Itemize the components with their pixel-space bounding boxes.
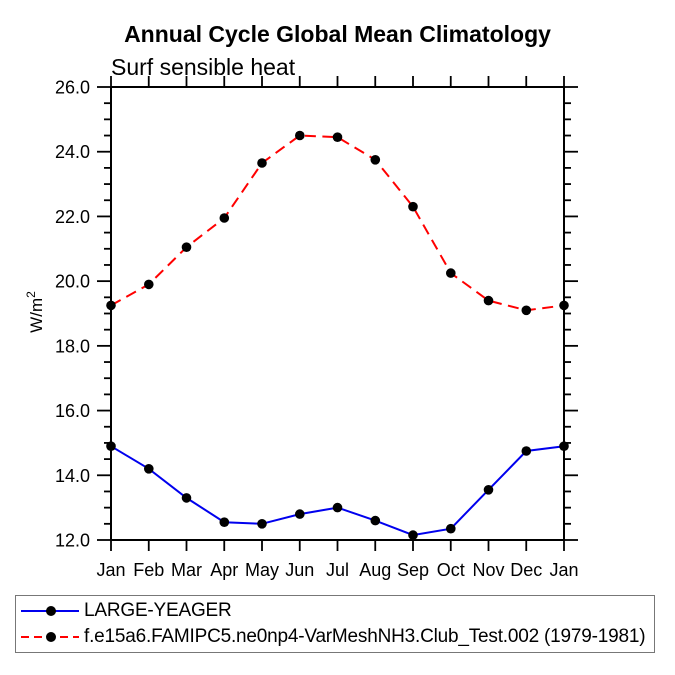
x-tick-label: Mar xyxy=(171,560,202,580)
data-point-1-9 xyxy=(446,268,456,278)
x-tick-label: Nov xyxy=(472,560,504,580)
x-tick-label: Oct xyxy=(437,560,465,580)
legend-item-famipc5: f.e15a6.FAMIPC5.ne0np4-VarMeshNH3.Club_T… xyxy=(21,624,654,650)
data-point-1-6 xyxy=(332,132,343,142)
x-tick-label: Feb xyxy=(133,560,164,580)
data-point-0-0 xyxy=(106,441,116,452)
legend-label: LARGE-YEAGER xyxy=(84,600,232,621)
data-point-0-6 xyxy=(332,502,343,513)
y-tick-label: 16.0 xyxy=(55,401,90,421)
data-point-0-9 xyxy=(446,523,456,534)
series-line-0 xyxy=(110,445,565,537)
x-tick-label: Jul xyxy=(326,560,349,580)
data-point-1-2 xyxy=(181,242,192,252)
legend-sample-marker xyxy=(46,632,56,642)
data-point-0-5 xyxy=(295,509,305,519)
data-point-1-1 xyxy=(144,279,154,290)
data-point-1-11 xyxy=(521,305,532,316)
data-point-0-1 xyxy=(144,464,154,474)
data-point-0-11 xyxy=(521,446,532,456)
legend-sample-marker xyxy=(46,606,56,616)
x-tick-label: Jan xyxy=(96,560,125,580)
data-point-1-5 xyxy=(295,130,305,141)
data-point-1-3 xyxy=(219,213,230,223)
x-tick-label: Aug xyxy=(359,560,391,580)
x-tick-label: Jun xyxy=(285,560,314,580)
data-point-0-3 xyxy=(219,517,230,527)
legend-line-sample-solid xyxy=(21,606,79,616)
data-point-0-8 xyxy=(408,530,418,540)
data-point-1-4 xyxy=(257,158,267,168)
legend-item-large-yeager: LARGE-YEAGER xyxy=(21,598,654,624)
y-tick-label: 18.0 xyxy=(55,336,90,356)
y-tick-label: 24.0 xyxy=(55,142,90,162)
y-axis-label: W/m2 xyxy=(24,291,46,333)
data-point-0-4 xyxy=(257,519,267,529)
x-tick-label: May xyxy=(245,560,279,580)
legend-label: f.e15a6.FAMIPC5.ne0np4-VarMeshNH3.Club_T… xyxy=(84,626,646,647)
data-point-1-8 xyxy=(408,201,418,212)
chart-subtitle: Surf sensible heat xyxy=(111,54,296,80)
y-tick-label: 12.0 xyxy=(55,531,90,551)
data-point-0-10 xyxy=(483,485,494,495)
y-tick-label: 20.0 xyxy=(55,272,90,292)
data-point-0-12 xyxy=(559,441,569,452)
chart-title: Annual Cycle Global Mean Climatology xyxy=(124,21,551,47)
data-point-1-12 xyxy=(559,300,569,311)
y-tick-label: 26.0 xyxy=(55,78,90,98)
series-line-1 xyxy=(110,134,565,312)
x-tick-label: Jan xyxy=(549,560,578,580)
x-tick-label: Sep xyxy=(397,560,429,580)
y-tick-label: 14.0 xyxy=(55,466,90,486)
data-point-1-0 xyxy=(106,300,116,311)
x-tick-label: Dec xyxy=(510,560,542,580)
y-tick-label: 22.0 xyxy=(55,207,90,227)
legend-box: LARGE-YEAGER f.e15a6.FAMIPC5.ne0np4-VarM… xyxy=(15,595,655,653)
data-point-1-10 xyxy=(483,295,494,306)
data-point-0-2 xyxy=(181,493,192,503)
data-point-1-7 xyxy=(370,155,381,165)
legend-line-sample-dashed xyxy=(21,632,79,642)
plot-canvas: Surf sensible heat W/m2 Jan Feb Mar Apr May Jun… xyxy=(24,54,579,580)
data-point-0-7 xyxy=(370,515,381,526)
x-tick-label: Apr xyxy=(210,560,238,580)
